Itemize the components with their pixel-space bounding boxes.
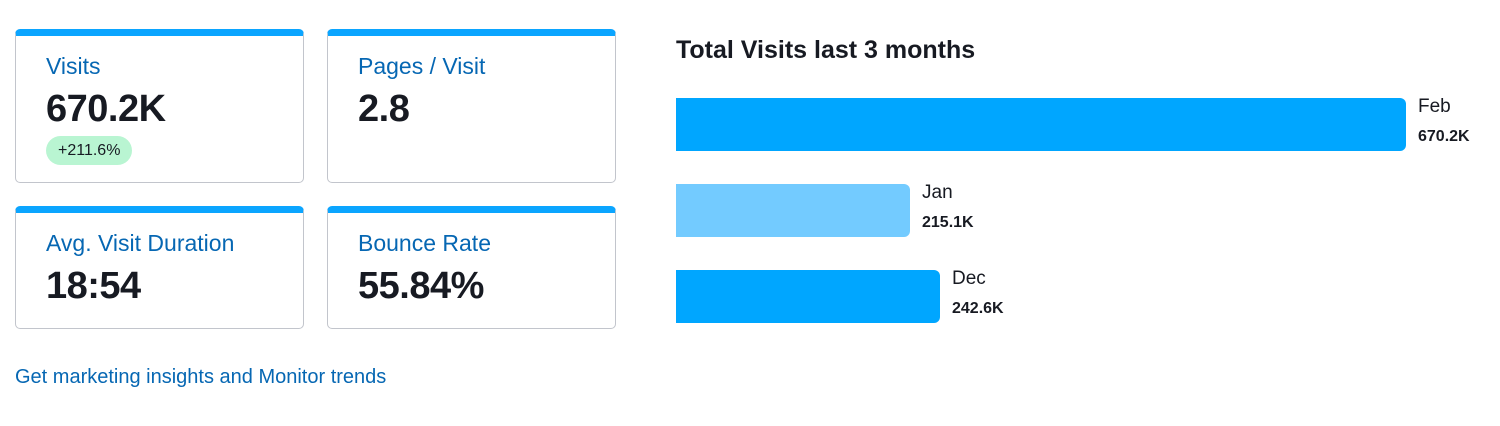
- bounce-rate-label[interactable]: Bounce Rate: [358, 230, 491, 256]
- bounce-rate-value: 55.84%: [358, 265, 484, 307]
- bar-label-jan: Jan: [922, 182, 953, 203]
- bar-label-feb: Feb: [1418, 96, 1451, 117]
- bar-label-dec: Dec: [952, 268, 986, 289]
- pages-per-visit-value: 2.8: [358, 88, 410, 130]
- bar-feb[interactable]: [676, 98, 1406, 151]
- visits-label[interactable]: Visits: [46, 53, 101, 79]
- chart-title: Total Visits last 3 months: [676, 36, 976, 64]
- bar-jan[interactable]: [676, 184, 910, 237]
- metric-card-visits: Visits 670.2K +211.6%: [15, 29, 304, 183]
- bar-value-dec: 242.6K: [952, 300, 1004, 317]
- bar-value-feb: 670.2K: [1418, 128, 1470, 145]
- visits-value: 670.2K: [46, 88, 166, 130]
- metric-card-bounce-rate: Bounce Rate 55.84%: [327, 206, 616, 329]
- avg-visit-duration-label[interactable]: Avg. Visit Duration: [46, 230, 235, 256]
- bar-dec[interactable]: [676, 270, 940, 323]
- marketing-insights-link[interactable]: Get marketing insights and Monitor trend…: [15, 366, 387, 388]
- bar-value-jan: 215.1K: [922, 214, 974, 231]
- pages-per-visit-label[interactable]: Pages / Visit: [358, 53, 486, 79]
- avg-visit-duration-value: 18:54: [46, 265, 141, 307]
- metric-card-avg-visit-duration: Avg. Visit Duration 18:54: [15, 206, 304, 329]
- visits-change-badge: +211.6%: [46, 136, 133, 165]
- metric-card-pages-per-visit: Pages / Visit 2.8: [327, 29, 616, 183]
